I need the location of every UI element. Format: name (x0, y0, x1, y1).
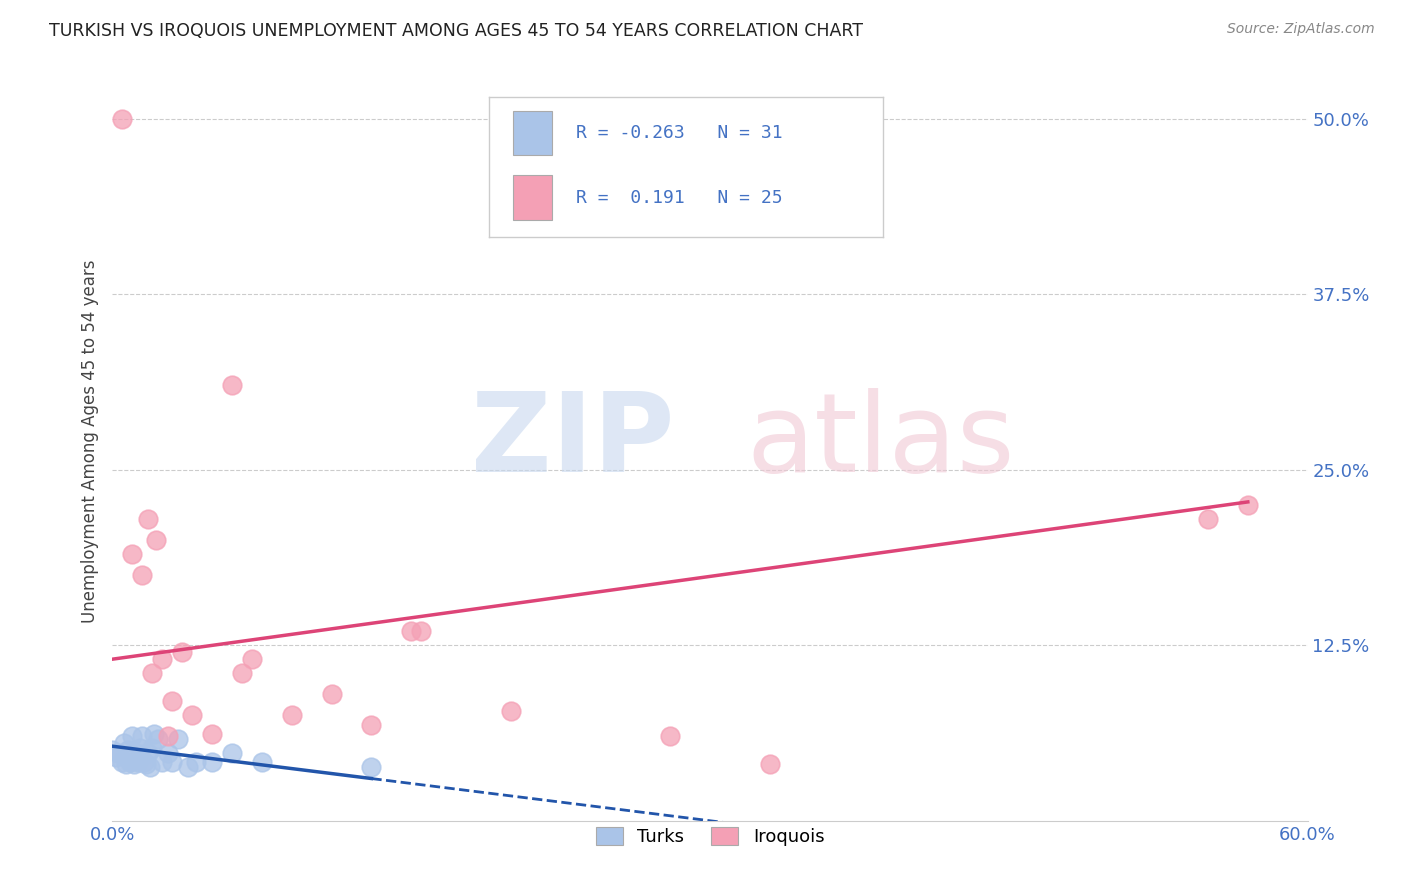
Point (221, 378, 243, 392)
Point (250, 755, 273, 769)
Point (167, 732, 190, 747)
Point (150, 652, 173, 666)
Point (1197, 512, 1219, 526)
Point (105, 750, 128, 764)
Point (131, 568, 153, 582)
Point (107, 746, 129, 760)
Point (127, 755, 149, 769)
Point (181, 708, 204, 723)
Point (145, 533, 167, 547)
Y-axis label: Unemployment Among Ages 45 to 54 years: Unemployment Among Ages 45 to 54 years (80, 260, 98, 624)
Point (121, 730, 143, 744)
Point (134, 755, 156, 769)
Point (101, 743, 124, 757)
Point (177, 760, 200, 774)
Point (131, 730, 153, 744)
Point (172, 645, 194, 659)
Point (157, 746, 180, 760)
Point (1237, 498, 1260, 512)
Legend: Turks, Iroquois: Turks, Iroquois (589, 820, 831, 854)
Point (111, 112, 134, 126)
Point (148, 732, 170, 747)
Point (411, 624, 433, 639)
Point (321, 687, 343, 701)
Point (240, 652, 263, 666)
Point (281, 708, 304, 723)
Point (150, 755, 173, 769)
Point (499, 704, 522, 718)
Text: ZIP: ZIP (471, 388, 675, 495)
Text: TURKISH VS IROQUOIS UNEMPLOYMENT AMONG AGES 45 TO 54 YEARS CORRELATION CHART: TURKISH VS IROQUOIS UNEMPLOYMENT AMONG A… (49, 22, 863, 40)
Point (139, 760, 162, 774)
Point (138, 512, 160, 526)
Point (111, 755, 134, 769)
Point (759, 757, 782, 772)
Point (117, 743, 139, 757)
Point (162, 694, 183, 708)
Point (186, 755, 208, 769)
Point (141, 666, 163, 681)
Point (157, 730, 180, 744)
Point (201, 726, 224, 740)
Point (360, 760, 382, 774)
Text: atlas: atlas (747, 388, 1014, 495)
Point (125, 746, 148, 760)
Point (141, 740, 163, 755)
Point (114, 736, 135, 750)
Point (135, 757, 157, 772)
Point (129, 740, 152, 755)
Point (138, 746, 160, 760)
Point (162, 755, 183, 769)
Point (115, 757, 138, 772)
Point (121, 547, 143, 561)
Point (401, 624, 423, 639)
Point (201, 755, 224, 769)
Point (120, 755, 142, 769)
Point (659, 730, 682, 744)
Point (221, 746, 243, 760)
Point (124, 757, 146, 772)
Text: Source: ZipAtlas.com: Source: ZipAtlas.com (1227, 22, 1375, 37)
Point (143, 726, 166, 740)
Point (231, 666, 253, 681)
Point (360, 718, 382, 732)
